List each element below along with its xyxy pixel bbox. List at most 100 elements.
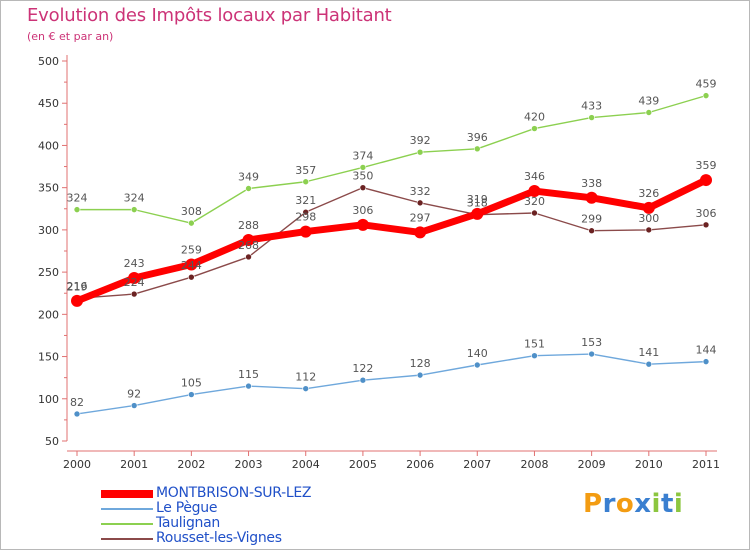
data-label-taulignan: 349 (238, 171, 259, 184)
chart-subtitle: (en € et par an) (27, 30, 114, 43)
data-label-rousset-les-vignes: 244 (181, 259, 202, 272)
data-label-montbrison-sur-lez: 359 (696, 159, 717, 172)
data-label-montbrison-sur-lez: 288 (238, 219, 259, 232)
data-labels: 324 324 308 349 357 374 392 396 420 433 439 459 82 92… (67, 78, 717, 409)
data-label-rousset-les-vignes: 219 (67, 280, 88, 293)
data-point-montbrison-sur-lez (299, 225, 312, 238)
data-label-le-p-gue: 144 (696, 344, 717, 357)
y-tick-label: 150 (38, 351, 59, 364)
data-label-taulignan: 357 (295, 164, 316, 177)
data-point-taulignan (359, 164, 367, 171)
data-point-montbrison-sur-lez (185, 258, 198, 271)
legend-swatch-rousset (101, 538, 153, 540)
data-point-taulignan (588, 114, 595, 121)
data-point-rousset-les-vignes (359, 184, 367, 191)
legend-swatch-taulignan (101, 523, 153, 525)
data-point-rousset-les-vignes (130, 290, 138, 298)
x-tick-label: 2005 (349, 458, 377, 471)
y-tick-label: 100 (38, 393, 59, 406)
data-point-montbrison-sur-lez (700, 174, 712, 187)
data-point-le-p-gue (531, 352, 538, 360)
data-label-montbrison-sur-lez: 298 (295, 211, 316, 224)
data-point-rousset-les-vignes (416, 199, 424, 207)
chart-title: Evolution des Impôts locaux par Habitant (27, 5, 392, 26)
legend-label-montbrison: MONTBRISON-SUR-LEZ (156, 485, 312, 501)
y-tick-label: 50 (45, 435, 59, 448)
x-tick-label: 2007 (463, 458, 491, 471)
data-label-rousset-les-vignes: 300 (638, 212, 659, 225)
logo-letter: t (660, 489, 674, 519)
data-label-rousset-les-vignes: 318 (467, 197, 488, 210)
data-point-le-p-gue (245, 382, 252, 390)
x-tick-label: 2008 (520, 458, 548, 471)
y-tick-label: 350 (38, 182, 59, 195)
series-montbrison-sur-lez (71, 174, 712, 307)
x-tick-label: 2000 (63, 458, 91, 471)
logo-letter: P (583, 489, 603, 519)
data-label-taulignan: 396 (467, 131, 488, 144)
data-point-le-p-gue (359, 376, 367, 384)
data-point-le-p-gue (588, 350, 595, 358)
data-point-rousset-les-vignes (531, 209, 538, 217)
data-point-rousset-les-vignes (245, 253, 252, 261)
data-label-le-p-gue: 151 (524, 338, 545, 351)
data-point-montbrison-sur-lez (356, 218, 369, 231)
data-label-taulignan: 439 (638, 95, 659, 108)
data-point-le-p-gue (73, 410, 81, 418)
proxiti-logo: Proxiti (583, 489, 683, 519)
data-label-montbrison-sur-lez: 338 (581, 177, 602, 190)
data-label-montbrison-sur-lez: 346 (524, 170, 545, 183)
y-tick-label: 200 (38, 308, 59, 321)
data-label-rousset-les-vignes: 299 (581, 213, 602, 226)
logo-letter: x (634, 489, 652, 519)
data-label-taulignan: 420 (524, 111, 545, 124)
y-tick-label: 450 (38, 97, 59, 110)
data-point-taulignan (188, 219, 195, 227)
series-line-rousset-les-vignes (76, 186, 707, 299)
data-point-taulignan (130, 206, 138, 213)
data-point-montbrison-sur-lez (71, 294, 83, 307)
data-label-montbrison-sur-lez: 243 (124, 257, 145, 270)
data-label-le-p-gue: 140 (467, 347, 488, 360)
data-label-montbrison-sur-lez: 297 (410, 211, 431, 224)
data-label-montbrison-sur-lez: 216 (67, 280, 88, 293)
logo-letter: r (602, 489, 616, 519)
data-point-taulignan (531, 125, 538, 132)
data-point-montbrison-sur-lez (642, 201, 655, 214)
data-label-le-p-gue: 153 (581, 336, 602, 349)
data-point-le-p-gue (130, 402, 138, 409)
data-point-rousset-les-vignes (188, 273, 195, 281)
data-point-rousset-les-vignes (302, 208, 310, 216)
y-tick-label: 250 (38, 266, 59, 279)
data-point-rousset-les-vignes (588, 227, 595, 235)
data-point-le-p-gue (702, 358, 710, 365)
data-label-rousset-les-vignes: 306 (696, 207, 717, 220)
x-tick-label: 2001 (120, 458, 148, 471)
data-label-le-p-gue: 112 (295, 371, 316, 384)
series-layer (71, 92, 712, 418)
legend-label-taulignan: Taulignan (156, 515, 220, 531)
x-tick-label: 2002 (177, 458, 205, 471)
data-point-montbrison-sur-lez (128, 272, 141, 285)
data-point-montbrison-sur-lez (414, 226, 427, 239)
data-label-montbrison-sur-lez: 306 (352, 204, 373, 217)
data-point-rousset-les-vignes (645, 226, 653, 234)
data-label-rousset-les-vignes: 321 (295, 194, 316, 207)
data-point-taulignan (416, 148, 424, 156)
series-line-le-p-gue (76, 353, 707, 415)
data-label-rousset-les-vignes: 350 (352, 170, 373, 183)
data-point-le-p-gue (188, 391, 195, 398)
logo-letter: i (673, 489, 684, 519)
series-line-taulignan (76, 94, 707, 224)
data-label-taulignan: 459 (696, 78, 717, 91)
legend-label-le-pegue: Le Pègue (156, 500, 218, 516)
data-point-le-p-gue (416, 371, 424, 379)
x-tick-label: 2006 (406, 458, 434, 471)
data-label-rousset-les-vignes: 332 (410, 185, 431, 198)
data-label-le-p-gue: 92 (127, 388, 141, 401)
data-label-le-p-gue: 128 (410, 357, 431, 370)
data-point-taulignan (245, 185, 252, 192)
series-line-montbrison-sur-lez (73, 176, 710, 305)
data-point-montbrison-sur-lez (585, 191, 598, 204)
